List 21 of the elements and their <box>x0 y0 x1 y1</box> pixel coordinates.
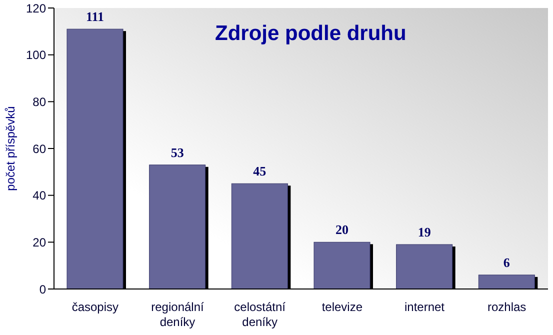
y-tick-label: 100 <box>26 48 46 62</box>
x-tick-label: celostátní deníky <box>234 300 286 329</box>
y-axis-title: počet příspěvků <box>3 106 18 191</box>
y-tick-label: 60 <box>32 142 46 156</box>
data-label: 45 <box>253 164 267 179</box>
y-tick-label: 120 <box>26 1 46 16</box>
y-tick-label: 80 <box>32 94 46 109</box>
data-label: 111 <box>86 9 104 24</box>
text: Zdroje podle druhu <box>215 22 406 46</box>
data-label: 20 <box>336 222 348 238</box>
x-tick-label: rozhlas <box>487 300 526 314</box>
data-label: 19 <box>418 224 432 240</box>
x-tick-label: regionální deníky <box>151 300 205 329</box>
x-tick-label: televize <box>322 300 363 314</box>
x-tick-label: internet <box>404 300 446 314</box>
y-tick-label: 0 <box>39 282 46 296</box>
y-tick-label: 20 <box>32 235 46 250</box>
x-tick-label: časopisy <box>72 300 119 314</box>
data-label: 6 <box>503 254 510 270</box>
data-label: 53 <box>170 144 184 160</box>
y-tick-label: 40 <box>32 188 46 203</box>
